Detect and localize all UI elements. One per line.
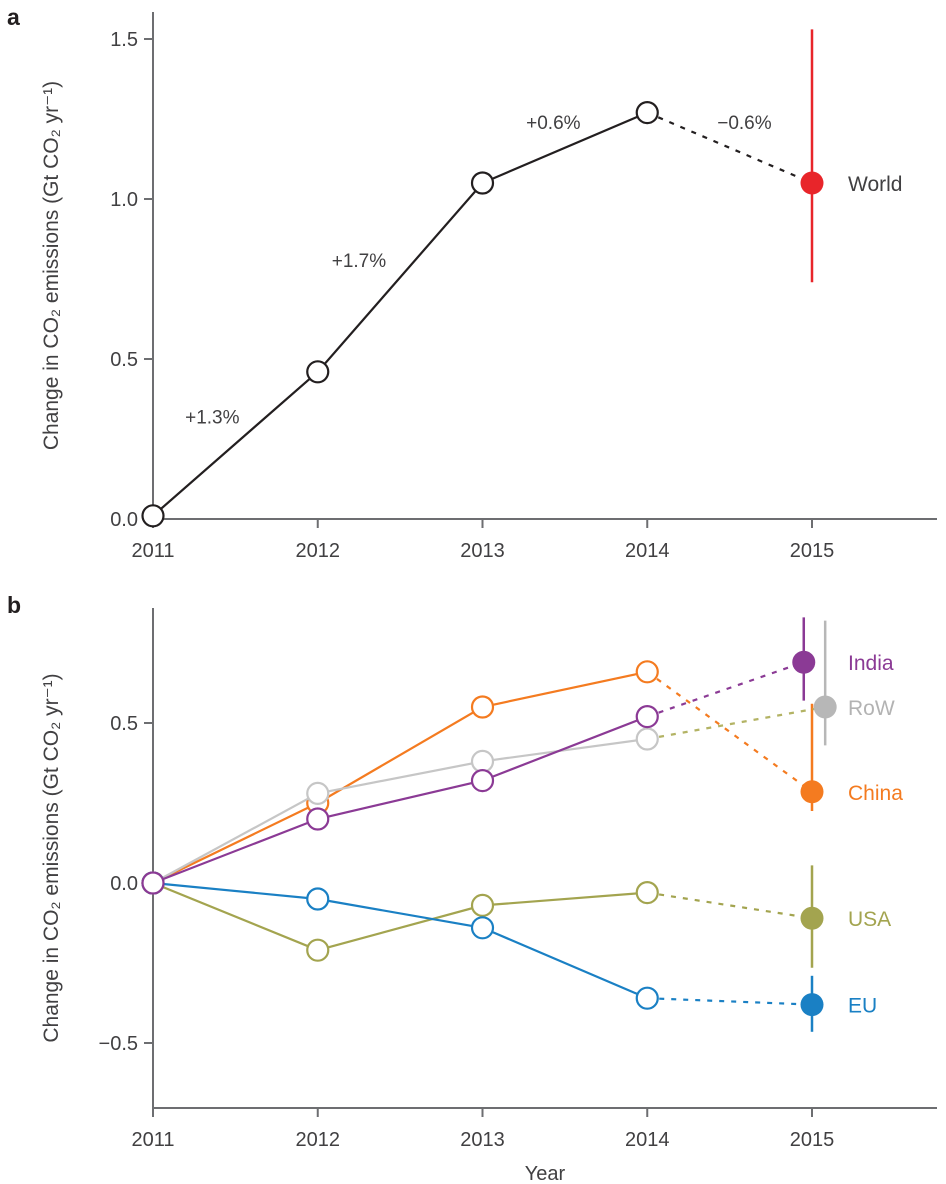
annotation-growth-rate: +0.6% [526, 113, 581, 134]
data-point-usa-2015 [800, 906, 824, 930]
series-line-world [152, 111, 648, 517]
series-line-usa [152, 881, 648, 952]
series-label-world: World [848, 173, 902, 196]
data-point-china-2015 [800, 780, 824, 804]
series-projection-eu [647, 997, 813, 1006]
data-point-row-2012 [306, 781, 330, 806]
data-point-eu-2013 [470, 916, 495, 940]
data-point-eu-2012 [306, 887, 330, 911]
panel-b-y-axis-title: Change in CO₂ emissions (Gt CO₂ yr⁻¹) [40, 673, 63, 1042]
x-tick-label: 2014 [625, 540, 670, 562]
data-point-eu-2014 [635, 986, 659, 1010]
series-line-row [152, 737, 648, 884]
data-point-row-2014 [635, 727, 659, 751]
data-point-usa-2012 [306, 938, 330, 962]
data-point-world-2014 [635, 100, 659, 125]
y-tick-label: 0.0 [110, 873, 138, 895]
y-tick-label: −0.5 [99, 1033, 138, 1055]
panel-a-letter: a [7, 4, 20, 30]
annotation-growth-rate: +1.3% [185, 408, 240, 429]
y-tick-label: 1.0 [110, 189, 138, 211]
x-tick-label: 2013 [460, 540, 505, 562]
data-point-india-2014 [635, 704, 659, 729]
data-point-world-2012 [306, 360, 330, 384]
x-tick-label: 2015 [790, 1129, 835, 1151]
series-label-india: India [848, 652, 894, 675]
x-tick-label: 2015 [790, 540, 835, 562]
x-tick-label: 2012 [296, 1129, 341, 1151]
series-projection-row [647, 705, 826, 741]
data-point-row-2013 [470, 749, 495, 774]
series-projection-china [646, 670, 813, 793]
panel-b-letter: b [7, 592, 22, 618]
y-tick-label: 0.5 [110, 349, 138, 371]
x-axis-title: Year [525, 1163, 566, 1184]
data-point-china-2013 [470, 695, 495, 719]
series-line-india [152, 715, 648, 885]
x-tick-label: 2014 [625, 1129, 670, 1151]
y-tick-label: 0.0 [110, 509, 138, 531]
y-tick-label: 1.5 [110, 29, 138, 51]
x-tick-label: 2011 [131, 540, 174, 562]
data-point-world-2013 [470, 171, 495, 195]
x-tick-label: 2012 [296, 540, 341, 562]
series-projection-india [646, 661, 805, 718]
data-point-china-2014 [635, 660, 659, 684]
y-tick-label: 0.5 [110, 713, 138, 735]
data-point-row-2015 [813, 695, 837, 719]
data-point-india-2011 [141, 871, 165, 895]
data-point-world-2011 [141, 504, 165, 528]
annotation-growth-rate: −0.6% [717, 113, 772, 134]
data-point-india-2013 [470, 768, 495, 793]
x-tick-label: 2011 [131, 1129, 174, 1151]
data-point-india-2015 [792, 650, 816, 674]
series-label-eu: EU [848, 995, 877, 1018]
x-tick-label: 2013 [460, 1129, 505, 1151]
data-point-eu-2015 [800, 993, 824, 1017]
data-point-india-2012 [306, 807, 330, 831]
series-label-usa: USA [848, 908, 891, 931]
series-label-row: RoW [848, 697, 895, 720]
data-point-world-2015 [800, 171, 824, 195]
series-line-eu [152, 881, 648, 1000]
series-projection-usa [647, 891, 813, 920]
annotation-growth-rate: +1.7% [332, 251, 387, 272]
series-label-china: China [848, 782, 903, 805]
panel-a-y-axis-title: Change in CO₂ emissions (Gt CO₂ yr⁻¹) [40, 81, 63, 450]
panel-b: 2011 2012 2013 2014 2015 Change in CO₂ emissi… [40, 608, 937, 1184]
series-line-china [152, 670, 648, 884]
panel-a: 2011 2012 2013 2014 2015 Change in CO₂ emissi… [40, 12, 937, 562]
data-point-usa-2014 [635, 880, 659, 905]
data-point-usa-2013 [470, 893, 495, 918]
